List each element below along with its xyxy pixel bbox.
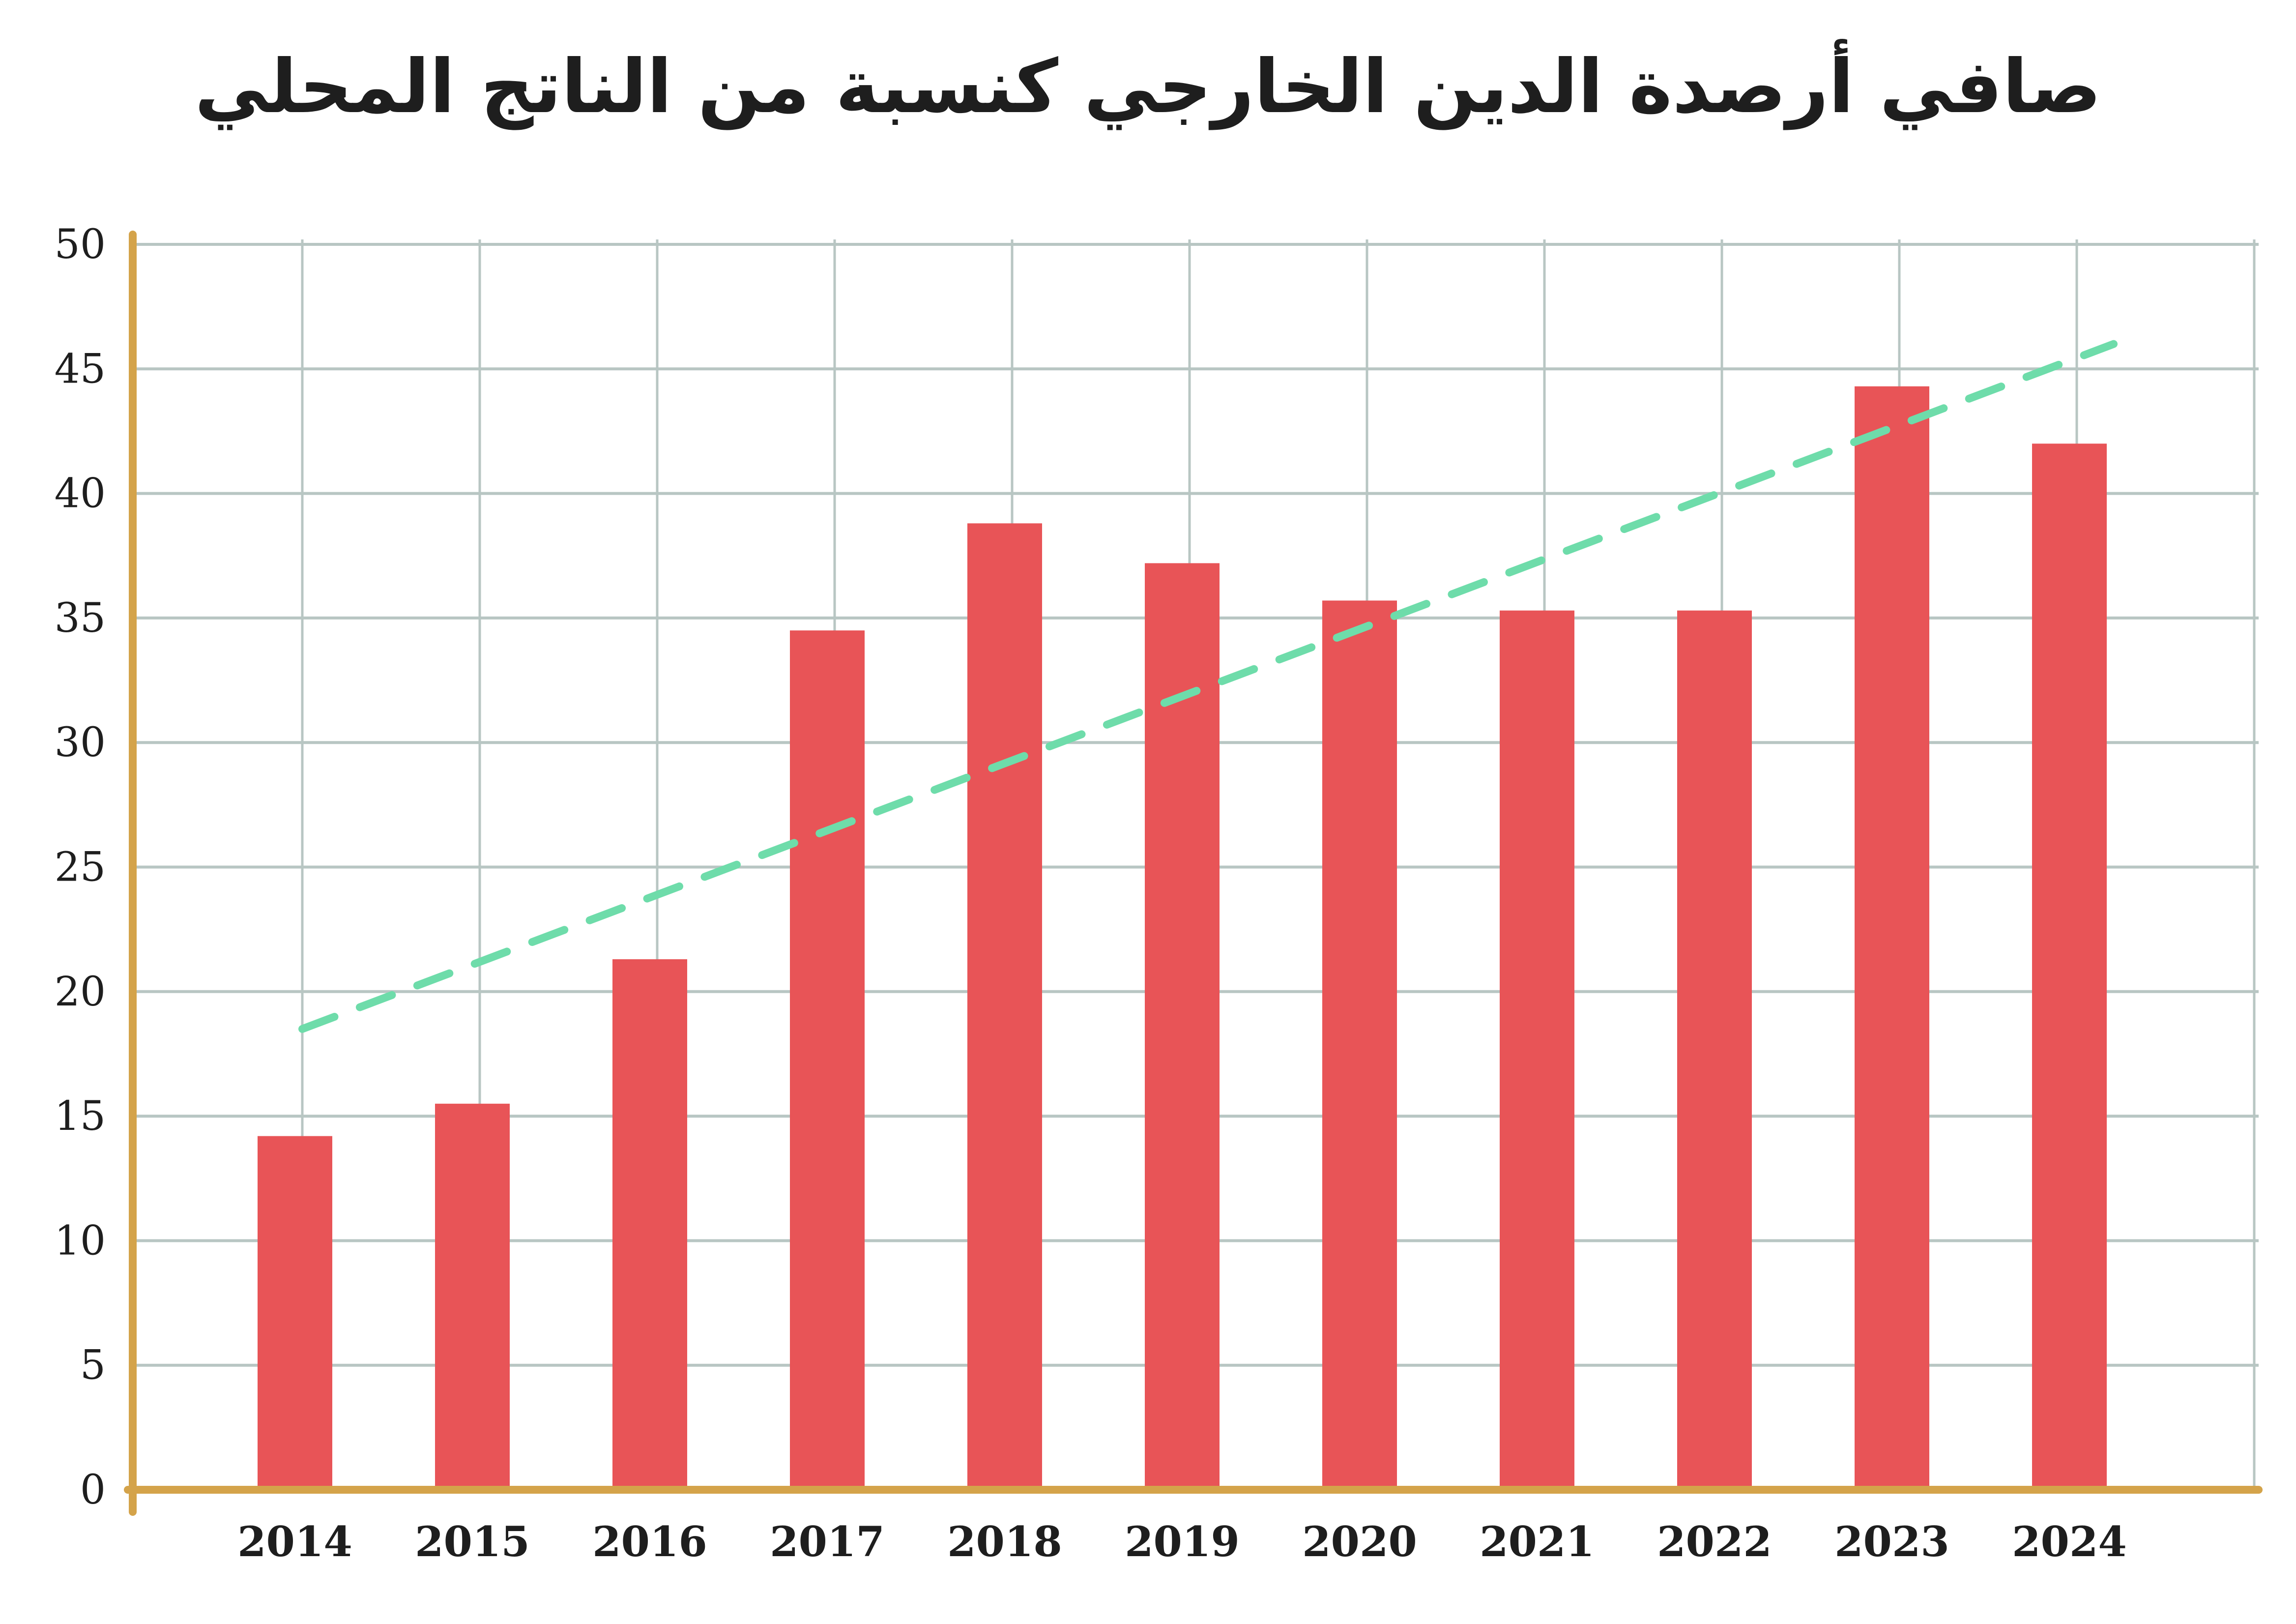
y-tick-label: 45 bbox=[55, 346, 106, 392]
y-tick-label: 25 bbox=[55, 844, 106, 891]
bar-2020 bbox=[1322, 600, 1397, 1490]
x-tick-label: 2016 bbox=[592, 1517, 707, 1566]
y-tick-label: 20 bbox=[55, 969, 106, 1015]
bar-2015 bbox=[435, 1103, 510, 1490]
y-tick-label: 10 bbox=[55, 1217, 106, 1264]
x-tick-label: 2019 bbox=[1125, 1517, 1240, 1566]
y-tick-label: 40 bbox=[55, 471, 106, 517]
x-tick-label: 2020 bbox=[1302, 1517, 1417, 1566]
bar-2023 bbox=[1855, 386, 1929, 1490]
x-tick-label: 2014 bbox=[237, 1517, 352, 1566]
x-tick-label: 2015 bbox=[415, 1517, 530, 1566]
bar-2021 bbox=[1500, 610, 1574, 1490]
y-tick-label: 15 bbox=[55, 1093, 106, 1140]
y-tick-label: 50 bbox=[55, 221, 106, 268]
y-tick-label: 0 bbox=[80, 1467, 106, 1513]
x-tick-label: 2024 bbox=[2012, 1517, 2127, 1566]
x-tick-label: 2018 bbox=[947, 1517, 1062, 1566]
y-tick-label: 30 bbox=[55, 719, 106, 766]
bar-2024 bbox=[2032, 443, 2107, 1490]
x-tick-label: 2017 bbox=[770, 1517, 885, 1566]
x-tick-label: 2023 bbox=[1834, 1517, 1949, 1566]
x-tick-label: 2021 bbox=[1480, 1517, 1595, 1566]
bar-2017 bbox=[790, 630, 865, 1490]
y-tick-label: 35 bbox=[55, 595, 106, 642]
bar-2014 bbox=[258, 1136, 332, 1490]
bar-2016 bbox=[612, 959, 687, 1490]
x-tick-label: 2022 bbox=[1657, 1517, 1772, 1566]
bar-2022 bbox=[1677, 610, 1752, 1490]
trend-line bbox=[298, 340, 2118, 1033]
bar-2018 bbox=[967, 523, 1042, 1490]
bar-2019 bbox=[1145, 563, 1220, 1490]
y-tick-label: 5 bbox=[80, 1342, 106, 1389]
chart-title: صافي أرصدة الدين الخارجي كنسبة من الناتج… bbox=[194, 44, 2102, 130]
